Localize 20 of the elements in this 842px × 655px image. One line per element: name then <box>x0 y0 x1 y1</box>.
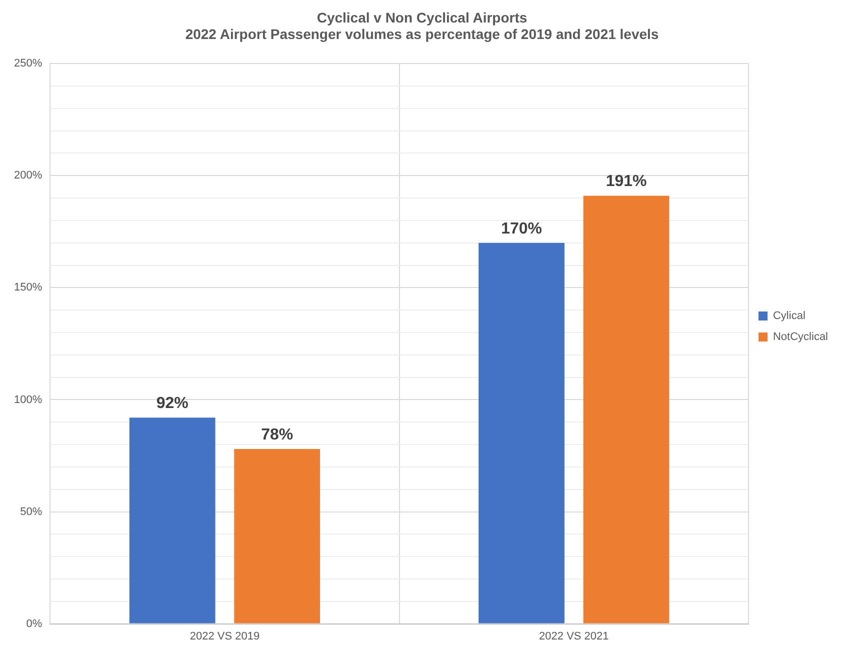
x-tick-label: 2022 VS 2021 <box>539 630 609 642</box>
x-tick-label: 2022 VS 2019 <box>190 630 260 642</box>
y-tick-label: 0% <box>26 618 42 630</box>
y-tick-label: 100% <box>14 394 42 406</box>
chart-title: Cyclical v Non Cyclical Airports <box>316 9 528 26</box>
data-label: 170% <box>501 220 542 238</box>
bar <box>129 418 216 624</box>
y-tick-label: 50% <box>20 506 42 518</box>
chart-subtitle: 2022 Airport Passenger volumes as percentage of 2019 and 2021 levels <box>185 26 659 42</box>
bar <box>583 196 670 624</box>
data-label: 78% <box>261 426 294 444</box>
legend-label: Cylical <box>772 310 806 322</box>
data-label: 191% <box>606 173 647 190</box>
y-tick-label: 200% <box>14 170 42 182</box>
bar <box>478 242 564 624</box>
data-label: 92% <box>156 395 188 412</box>
y-tick-label: 250% <box>14 58 42 70</box>
legend-label: NotCyclical <box>772 331 828 344</box>
bar <box>234 449 320 624</box>
y-tick-label: 150% <box>14 282 42 294</box>
